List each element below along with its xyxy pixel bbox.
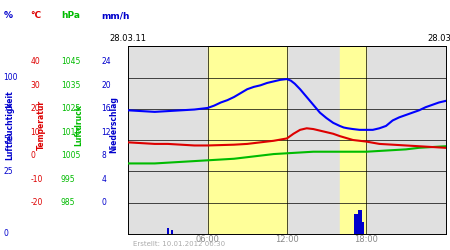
Bar xyxy=(207,46,287,234)
Text: 16: 16 xyxy=(101,104,111,113)
Text: 985: 985 xyxy=(61,198,75,207)
Text: 10: 10 xyxy=(31,128,40,137)
Text: 75: 75 xyxy=(4,104,13,113)
Bar xyxy=(360,222,364,234)
Text: 25: 25 xyxy=(4,167,13,176)
Bar xyxy=(354,214,358,234)
Text: Luftdruck: Luftdruck xyxy=(74,104,83,146)
Text: 1045: 1045 xyxy=(61,58,80,66)
Text: Temperatur: Temperatur xyxy=(37,100,46,150)
Bar xyxy=(171,230,173,234)
Text: Niederschlag: Niederschlag xyxy=(109,96,118,154)
Text: -10: -10 xyxy=(31,174,43,184)
Text: 0: 0 xyxy=(31,151,36,160)
Bar xyxy=(358,210,361,234)
Text: mm/h: mm/h xyxy=(101,11,130,20)
Text: 0: 0 xyxy=(4,229,9,238)
Text: Luftfeuchtigkeit: Luftfeuchtigkeit xyxy=(5,90,14,160)
Bar xyxy=(340,46,366,234)
Text: 50: 50 xyxy=(4,136,13,144)
Text: -20: -20 xyxy=(31,198,43,207)
Text: 30: 30 xyxy=(31,81,40,90)
Text: °C: °C xyxy=(31,11,42,20)
Text: %: % xyxy=(4,11,13,20)
Text: 100: 100 xyxy=(4,73,18,82)
Text: 12: 12 xyxy=(101,128,111,137)
Bar xyxy=(166,228,169,234)
Text: hPa: hPa xyxy=(61,11,80,20)
Text: 20: 20 xyxy=(101,81,111,90)
Text: 24: 24 xyxy=(101,58,111,66)
Text: 995: 995 xyxy=(61,174,76,184)
Text: 4: 4 xyxy=(101,174,106,184)
Text: 0: 0 xyxy=(101,198,106,207)
Text: 1005: 1005 xyxy=(61,151,80,160)
Text: 40: 40 xyxy=(31,58,40,66)
Text: Erstellt: 10.01.2012 06:30: Erstellt: 10.01.2012 06:30 xyxy=(133,242,225,248)
Text: 1025: 1025 xyxy=(61,104,80,113)
Text: 1015: 1015 xyxy=(61,128,80,137)
Text: 20: 20 xyxy=(31,104,40,113)
Text: 8: 8 xyxy=(101,151,106,160)
Text: 1035: 1035 xyxy=(61,81,80,90)
